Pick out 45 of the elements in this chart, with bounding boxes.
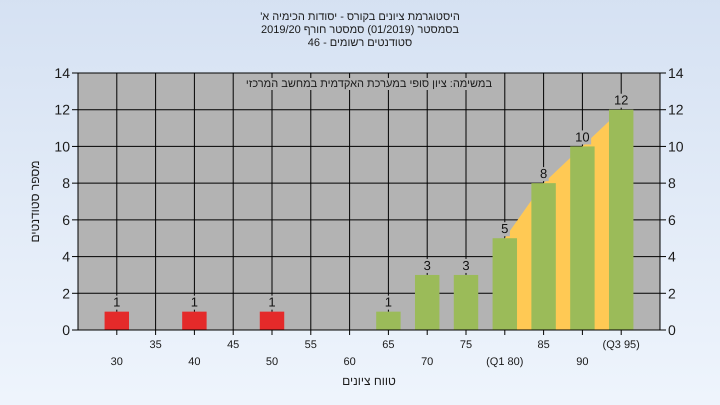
x-tick-label: 45 — [227, 339, 240, 351]
y2-tick-label: 2 — [668, 285, 676, 302]
x-tick-label: (Q3 95) — [602, 339, 640, 351]
y-tick-label: 10 — [54, 138, 70, 154]
x-tick-label: 35 — [149, 339, 162, 351]
y2-tick-label: 8 — [668, 175, 676, 192]
y-tick-label: 14 — [54, 65, 70, 81]
x-tick-label: 50 — [266, 356, 278, 368]
y-axis-title: מספר סטודנטים — [28, 160, 42, 243]
data-label: 8 — [540, 166, 548, 182]
y2-tick-label: 10 — [668, 138, 684, 154]
annotation: במשימה: ציון סופי במערכת האקדמית במחשב המרכזי — [246, 78, 492, 90]
chart-title: היסטוגרמת ציונים בקורס - יסודות הכימיה א' — [260, 11, 460, 23]
y-tick-label: 12 — [54, 102, 70, 118]
y2-tick-label: 12 — [668, 102, 684, 118]
y2-tick-label: 6 — [668, 212, 676, 228]
x-tick-label: 75 — [460, 339, 472, 351]
data-label: 3 — [462, 258, 470, 273]
x-tick-label: 65 — [382, 339, 395, 351]
x-tick-label: 90 — [576, 356, 589, 368]
data-label: 10 — [575, 129, 590, 144]
y-tick-label: 8 — [62, 175, 70, 192]
data-label: 1 — [113, 294, 120, 310]
y-tick-label: 6 — [62, 212, 70, 228]
y2-tick-label: 0 — [668, 322, 676, 338]
data-label: 5 — [501, 221, 508, 236]
data-label: 1 — [190, 294, 198, 310]
y2-tick-label: 4 — [668, 248, 676, 265]
x-tick-label: 30 — [110, 356, 123, 368]
data-label: 3 — [424, 258, 431, 273]
x-tick-label: 40 — [188, 356, 201, 368]
y-tick-label: 0 — [62, 322, 70, 338]
x-tick-label: (Q1 80) — [486, 356, 524, 368]
x-axis-title: טווח ציונים — [342, 374, 396, 388]
x-tick-label: 85 — [537, 339, 550, 351]
x-tick-label: 70 — [421, 356, 434, 368]
y-tick-label: 2 — [62, 285, 70, 302]
data-label: 1 — [384, 294, 392, 310]
x-tick-label: 60 — [343, 356, 356, 368]
x-tick-label: 55 — [304, 339, 317, 351]
y-tick-label: 4 — [62, 248, 70, 265]
data-label: 12 — [614, 92, 628, 108]
y2-tick-label: 14 — [668, 65, 684, 81]
chart-subtitle: בסמסטר (01/2019) סמסטר חורף 2019/20 סטודנטים רשומים - 46 — [260, 24, 460, 49]
data-label: 1 — [268, 294, 276, 310]
